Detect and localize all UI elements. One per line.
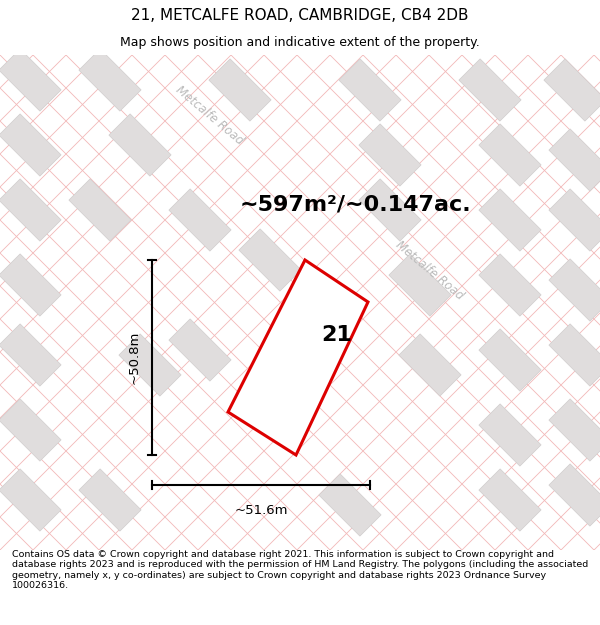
Text: ~597m²/~0.147ac.: ~597m²/~0.147ac.	[240, 195, 472, 215]
Polygon shape	[399, 334, 461, 396]
Text: Map shows position and indicative extent of the property.: Map shows position and indicative extent…	[120, 36, 480, 49]
Polygon shape	[544, 59, 600, 121]
Text: Metcalfe Road: Metcalfe Road	[394, 238, 466, 302]
Polygon shape	[79, 469, 141, 531]
Polygon shape	[79, 49, 141, 111]
Text: ~50.8m: ~50.8m	[128, 331, 140, 384]
Polygon shape	[0, 254, 61, 316]
Polygon shape	[119, 334, 181, 396]
Polygon shape	[169, 189, 231, 251]
Text: Metcalfe Road: Metcalfe Road	[173, 83, 247, 147]
Polygon shape	[549, 129, 600, 191]
Polygon shape	[209, 59, 271, 121]
Polygon shape	[479, 189, 541, 251]
Polygon shape	[0, 179, 61, 241]
Polygon shape	[169, 319, 231, 381]
Polygon shape	[0, 399, 61, 461]
Polygon shape	[479, 124, 541, 186]
Text: ~51.6m: ~51.6m	[234, 504, 288, 516]
Polygon shape	[359, 124, 421, 186]
Polygon shape	[0, 49, 61, 111]
Polygon shape	[228, 260, 368, 455]
Polygon shape	[109, 114, 171, 176]
Polygon shape	[549, 324, 600, 386]
Polygon shape	[459, 59, 521, 121]
Polygon shape	[479, 254, 541, 316]
Polygon shape	[359, 179, 421, 241]
Polygon shape	[549, 464, 600, 526]
Polygon shape	[389, 254, 451, 316]
Text: Contains OS data © Crown copyright and database right 2021. This information is : Contains OS data © Crown copyright and d…	[12, 550, 588, 590]
Polygon shape	[549, 259, 600, 321]
Text: 21, METCALFE ROAD, CAMBRIDGE, CB4 2DB: 21, METCALFE ROAD, CAMBRIDGE, CB4 2DB	[131, 8, 469, 23]
Polygon shape	[0, 324, 61, 386]
Polygon shape	[0, 114, 61, 176]
Polygon shape	[239, 229, 301, 291]
Polygon shape	[479, 329, 541, 391]
Polygon shape	[339, 59, 401, 121]
Polygon shape	[479, 469, 541, 531]
Polygon shape	[479, 404, 541, 466]
Polygon shape	[0, 469, 61, 531]
Polygon shape	[549, 399, 600, 461]
Text: 21: 21	[321, 325, 352, 345]
Polygon shape	[319, 474, 381, 536]
Polygon shape	[69, 179, 131, 241]
Polygon shape	[549, 189, 600, 251]
